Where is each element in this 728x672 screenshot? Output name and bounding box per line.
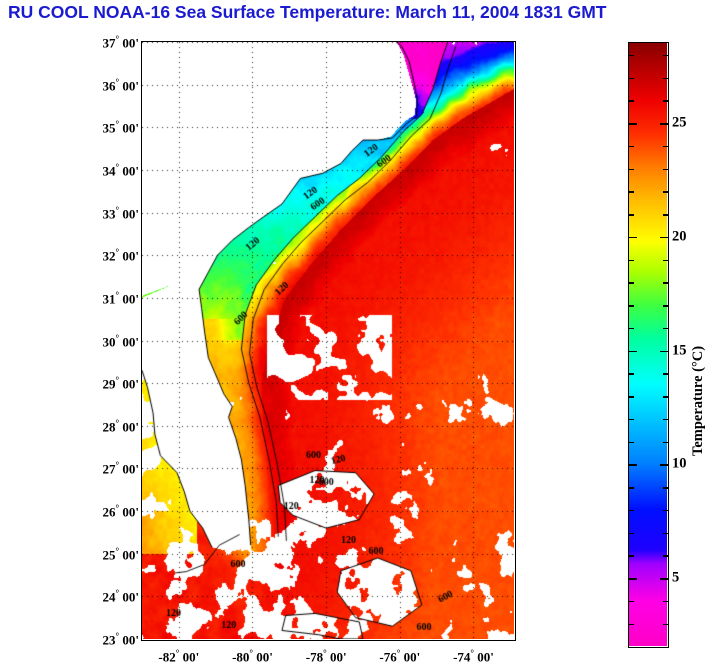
latitude-axis-labels: 37° 00' 36° 00' 35° 00' 34° 00' 33° 00' 32° 0… (55, 0, 139, 672)
longitude-tick-label: -80° 00' (232, 648, 273, 665)
latitude-tick-label: 25° 00' (102, 545, 139, 563)
colorbar-tick-label: 5 (672, 569, 680, 586)
longitude-tick-label: -78° 00' (305, 648, 347, 665)
colorbar-tick-label: 10 (672, 455, 687, 472)
colorbar-tick-label: 15 (672, 342, 687, 359)
colorbar-tick-labels: 25 20 15 10 5 (672, 0, 712, 672)
figure-title: RU COOL NOAA-16 Sea Surface Temperature:… (8, 2, 607, 22)
longitude-tick-label: -76° 00' (379, 648, 421, 665)
colorbar (628, 42, 669, 648)
latitude-tick-label: 24° 00' (102, 588, 139, 605)
graticule-grid-layer (142, 42, 514, 639)
latitude-tick-label: 36° 00' (102, 76, 139, 93)
latitude-tick-label: 29° 00' (102, 375, 139, 392)
latitude-tick-label: 34° 00' (102, 161, 139, 179)
latitude-tick-label: 35° 00' (102, 119, 139, 136)
latitude-tick-label: 28° 00' (102, 417, 139, 435)
latitude-tick-label: 37° 00' (102, 34, 139, 51)
latitude-tick-label: 33° 00' (102, 204, 139, 221)
colorbar-tick-label: 20 (672, 228, 687, 245)
latitude-tick-label: 26° 00' (102, 503, 139, 520)
colorbar-axis-label: Temperature (°C) (690, 345, 706, 456)
latitude-tick-label: 32° 00' (102, 247, 139, 264)
longitude-axis-labels: -82° 00' -80° 00' -78° 00' -76° 00' -74° 00' (0, 645, 728, 669)
latitude-tick-label: 23° 00' (102, 631, 139, 648)
latitude-tick-label: 31° 00' (102, 289, 139, 307)
latitude-tick-label: 27° 00' (102, 460, 139, 477)
longitude-tick-label: -74° 00' (453, 648, 494, 665)
colorbar-gradient (629, 43, 667, 646)
map-plot-area (141, 41, 516, 641)
colorbar-tick-label: 25 (672, 114, 687, 131)
latitude-tick-label: 30° 00' (102, 332, 139, 349)
longitude-tick-label: -82° 00' (158, 648, 200, 665)
